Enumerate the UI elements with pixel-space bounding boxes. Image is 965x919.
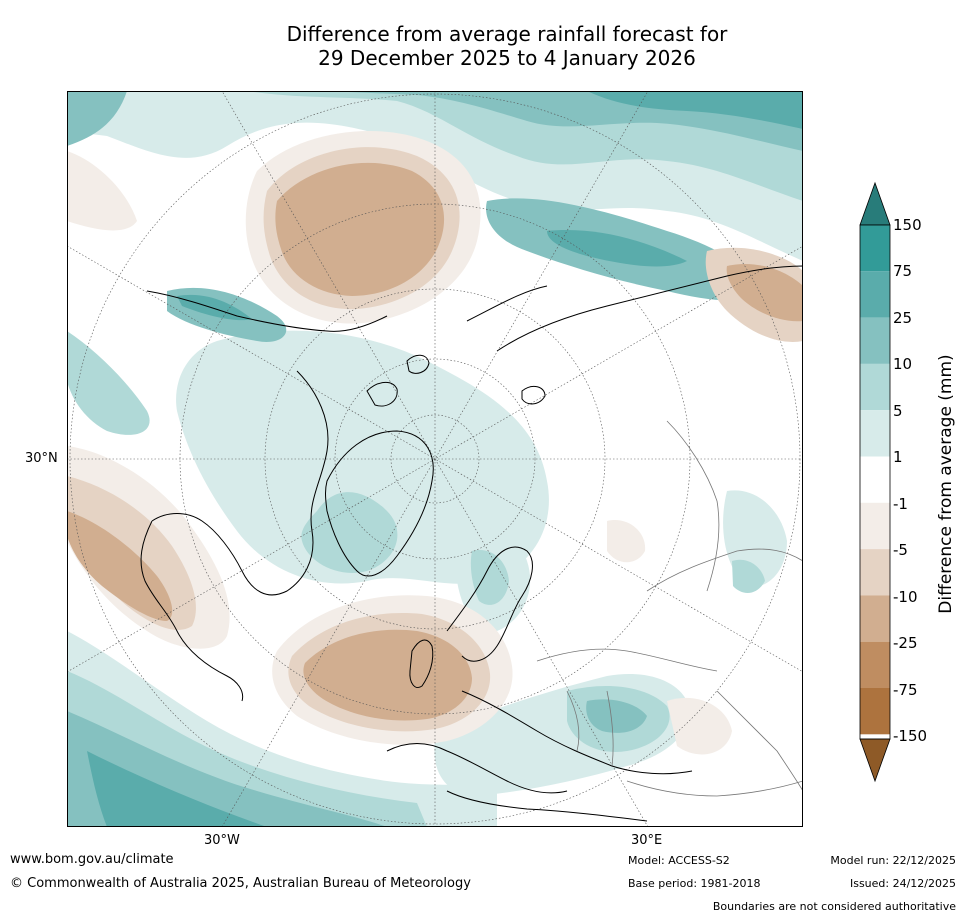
- latitude-label-30n: 30°N: [25, 451, 58, 466]
- colorbar-tick-label: 75: [893, 262, 913, 280]
- map-svg: [67, 91, 803, 827]
- footer-url[interactable]: www.bom.gov.au/climate: [10, 852, 174, 867]
- colorbar-tick-label: 150: [893, 216, 922, 234]
- colorbar-tick-label: 1: [893, 448, 903, 466]
- footer-copyright: © Commonwealth of Australia 2025, Austra…: [10, 876, 471, 891]
- colorbar-segment: [860, 688, 890, 735]
- colorbar-segment: [860, 595, 890, 642]
- colorbar-segment: [860, 410, 890, 457]
- colorbar-svg: [859, 181, 891, 783]
- colorbar-tick-label: 25: [893, 309, 913, 327]
- colorbar-segment: [860, 502, 890, 550]
- colorbar-tick-label: 10: [893, 355, 913, 373]
- colorbar: [855, 180, 895, 785]
- colorbar-extend-min: [859, 738, 891, 783]
- colorbar-tick-label: 5: [893, 402, 903, 420]
- colorbar-title: Difference from average (mm): [936, 354, 956, 614]
- title-line-2: 29 December 2025 to 4 January 2026: [318, 46, 696, 70]
- colorbar-segment: [860, 225, 890, 272]
- positive-anomaly-regions: [67, 91, 803, 827]
- longitude-label-30w: 30°W: [204, 833, 240, 848]
- map-border: [67, 91, 803, 827]
- colorbar-segment: [860, 317, 890, 364]
- colorbar-tick-label: -5: [893, 541, 908, 559]
- colorbar-segment: [860, 363, 890, 411]
- colorbar-segment: [860, 549, 890, 596]
- footer-base-period: Base period: 1981-2018: [628, 877, 761, 890]
- colorbar-extend-max: [859, 181, 891, 226]
- title-line-1: Difference from average rainfall forecas…: [286, 22, 728, 46]
- footer-model: Model: ACCESS-S2: [628, 854, 730, 867]
- colorbar-tick-label: -75: [893, 681, 918, 699]
- colorbar-segment: [860, 641, 890, 688]
- rainfall-anomaly-map[interactable]: [67, 91, 803, 827]
- graticule: [67, 91, 803, 827]
- colorbar-segment: [860, 271, 890, 318]
- chart-title: Difference from average rainfall forecas…: [67, 22, 947, 70]
- colorbar-tick-label: -1: [893, 495, 908, 513]
- negative-anomaly-regions: [67, 131, 803, 755]
- colorbar-tick-label: -10: [893, 588, 918, 606]
- coastlines: [140, 265, 803, 822]
- colorbar-segment: [860, 456, 890, 503]
- footer-disclaimer: Boundaries are not considered authoritat…: [712, 900, 956, 913]
- footer-issued: Issued: 24/12/2025: [849, 877, 956, 890]
- footer-model-run: Model run: 22/12/2025: [830, 854, 956, 867]
- colorbar-tick-label: -150: [893, 727, 928, 745]
- colorbar-tick-label: -25: [893, 634, 918, 652]
- country-boundaries: [536, 420, 803, 797]
- longitude-label-30e: 30°E: [631, 833, 663, 848]
- colorbar-border: [859, 224, 891, 740]
